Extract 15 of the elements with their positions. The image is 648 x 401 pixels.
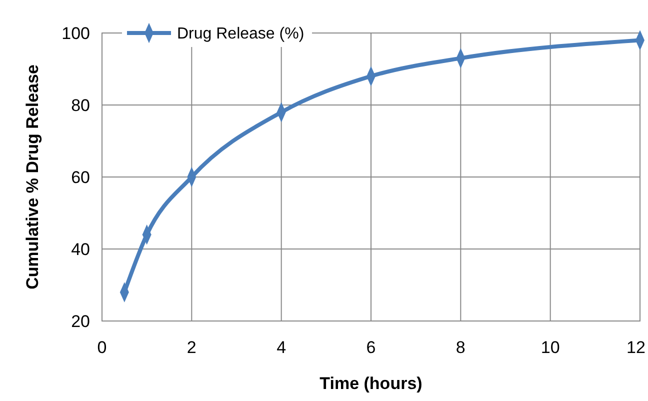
y-tick-label: 40 [71,240,90,259]
x-tick-label: 0 [97,338,107,357]
y-axis-title: Cumulative % Drug Release [23,64,42,290]
x-tick-label: 8 [456,338,466,357]
y-tick-label: 100 [62,24,90,43]
y-tick-label: 60 [71,168,90,187]
x-tick-label: 6 [366,338,376,357]
x-axis-title: Time (hours) [320,374,422,393]
y-tick-label: 20 [71,312,90,331]
x-tick-label: 10 [540,338,560,357]
legend-label: Drug Release (%) [177,26,304,43]
y-tick-label: 80 [71,96,90,115]
x-tick-label: 12 [626,338,646,357]
x-tick-label: 2 [186,338,196,357]
x-tick-label: 4 [276,338,286,357]
